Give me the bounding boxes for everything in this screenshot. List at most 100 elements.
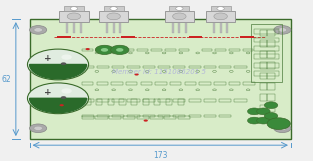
Bar xyxy=(240,36,254,38)
Bar xyxy=(219,66,231,68)
Circle shape xyxy=(274,26,291,34)
Bar xyxy=(123,116,135,119)
Bar xyxy=(165,49,176,51)
Bar xyxy=(64,6,84,11)
Bar xyxy=(158,99,170,102)
Bar xyxy=(164,116,176,119)
Bar xyxy=(127,99,140,102)
Bar xyxy=(124,49,134,51)
Bar xyxy=(82,99,94,102)
Bar xyxy=(226,18,228,33)
Circle shape xyxy=(30,124,47,133)
Bar xyxy=(254,71,279,76)
Bar xyxy=(267,62,275,69)
Bar xyxy=(220,18,222,33)
Circle shape xyxy=(214,13,227,20)
Bar xyxy=(82,66,94,68)
Circle shape xyxy=(107,13,121,20)
Bar xyxy=(112,66,124,68)
Bar xyxy=(206,11,235,22)
Bar xyxy=(254,46,279,51)
Circle shape xyxy=(144,119,148,122)
Text: 62: 62 xyxy=(2,75,11,84)
Bar xyxy=(80,18,82,33)
Bar xyxy=(188,99,201,102)
Circle shape xyxy=(267,118,290,129)
Bar xyxy=(204,99,216,102)
Bar xyxy=(267,40,275,47)
Bar xyxy=(131,99,137,105)
Polygon shape xyxy=(30,65,86,79)
Bar xyxy=(267,94,275,101)
Bar xyxy=(97,66,109,68)
Bar xyxy=(259,94,267,101)
Bar xyxy=(82,116,94,119)
Circle shape xyxy=(85,48,90,50)
Bar xyxy=(154,99,160,105)
Bar xyxy=(97,99,109,102)
Bar xyxy=(165,11,194,22)
Circle shape xyxy=(110,45,129,54)
Polygon shape xyxy=(30,98,86,113)
Bar xyxy=(267,29,275,36)
Bar xyxy=(178,18,180,33)
Circle shape xyxy=(176,7,183,10)
Bar xyxy=(112,99,124,102)
Circle shape xyxy=(61,62,66,65)
Bar xyxy=(202,49,212,51)
Bar xyxy=(82,49,93,51)
Bar xyxy=(251,24,282,82)
Circle shape xyxy=(248,117,261,124)
Bar xyxy=(137,49,148,51)
Bar xyxy=(234,66,247,68)
Bar xyxy=(173,115,186,117)
Circle shape xyxy=(110,7,117,10)
Bar xyxy=(127,115,140,117)
Circle shape xyxy=(70,7,78,10)
Bar xyxy=(259,105,267,112)
Bar xyxy=(112,115,124,117)
Bar xyxy=(97,115,109,117)
Circle shape xyxy=(173,13,186,20)
Circle shape xyxy=(134,73,139,76)
Text: +: + xyxy=(44,88,51,97)
Circle shape xyxy=(28,49,89,80)
Bar xyxy=(243,49,254,51)
Bar xyxy=(120,18,121,33)
Bar xyxy=(259,73,267,80)
Bar xyxy=(213,18,215,33)
Bar xyxy=(143,99,149,105)
Bar xyxy=(59,11,89,22)
Bar xyxy=(158,66,170,68)
Bar xyxy=(243,82,255,85)
Bar xyxy=(267,51,275,58)
Circle shape xyxy=(28,83,89,114)
Circle shape xyxy=(278,28,287,32)
Bar xyxy=(113,18,115,33)
Bar xyxy=(82,115,94,117)
Bar xyxy=(185,18,187,33)
Bar xyxy=(109,116,121,119)
Bar xyxy=(121,36,135,38)
Bar xyxy=(141,82,152,85)
Bar xyxy=(267,105,275,112)
Bar xyxy=(214,82,225,85)
Bar xyxy=(155,82,167,85)
Bar xyxy=(215,49,226,51)
Bar xyxy=(108,99,114,105)
Bar xyxy=(136,116,149,119)
Bar xyxy=(66,18,68,33)
Bar xyxy=(158,115,170,117)
Bar xyxy=(234,99,247,102)
Circle shape xyxy=(248,108,261,115)
Bar xyxy=(259,51,267,58)
Bar xyxy=(259,62,267,69)
Circle shape xyxy=(67,13,81,20)
Circle shape xyxy=(257,117,270,124)
Circle shape xyxy=(217,7,224,10)
Bar xyxy=(204,66,216,68)
Bar xyxy=(120,99,126,105)
Bar xyxy=(95,116,108,119)
Circle shape xyxy=(264,113,278,119)
Bar xyxy=(173,66,186,68)
